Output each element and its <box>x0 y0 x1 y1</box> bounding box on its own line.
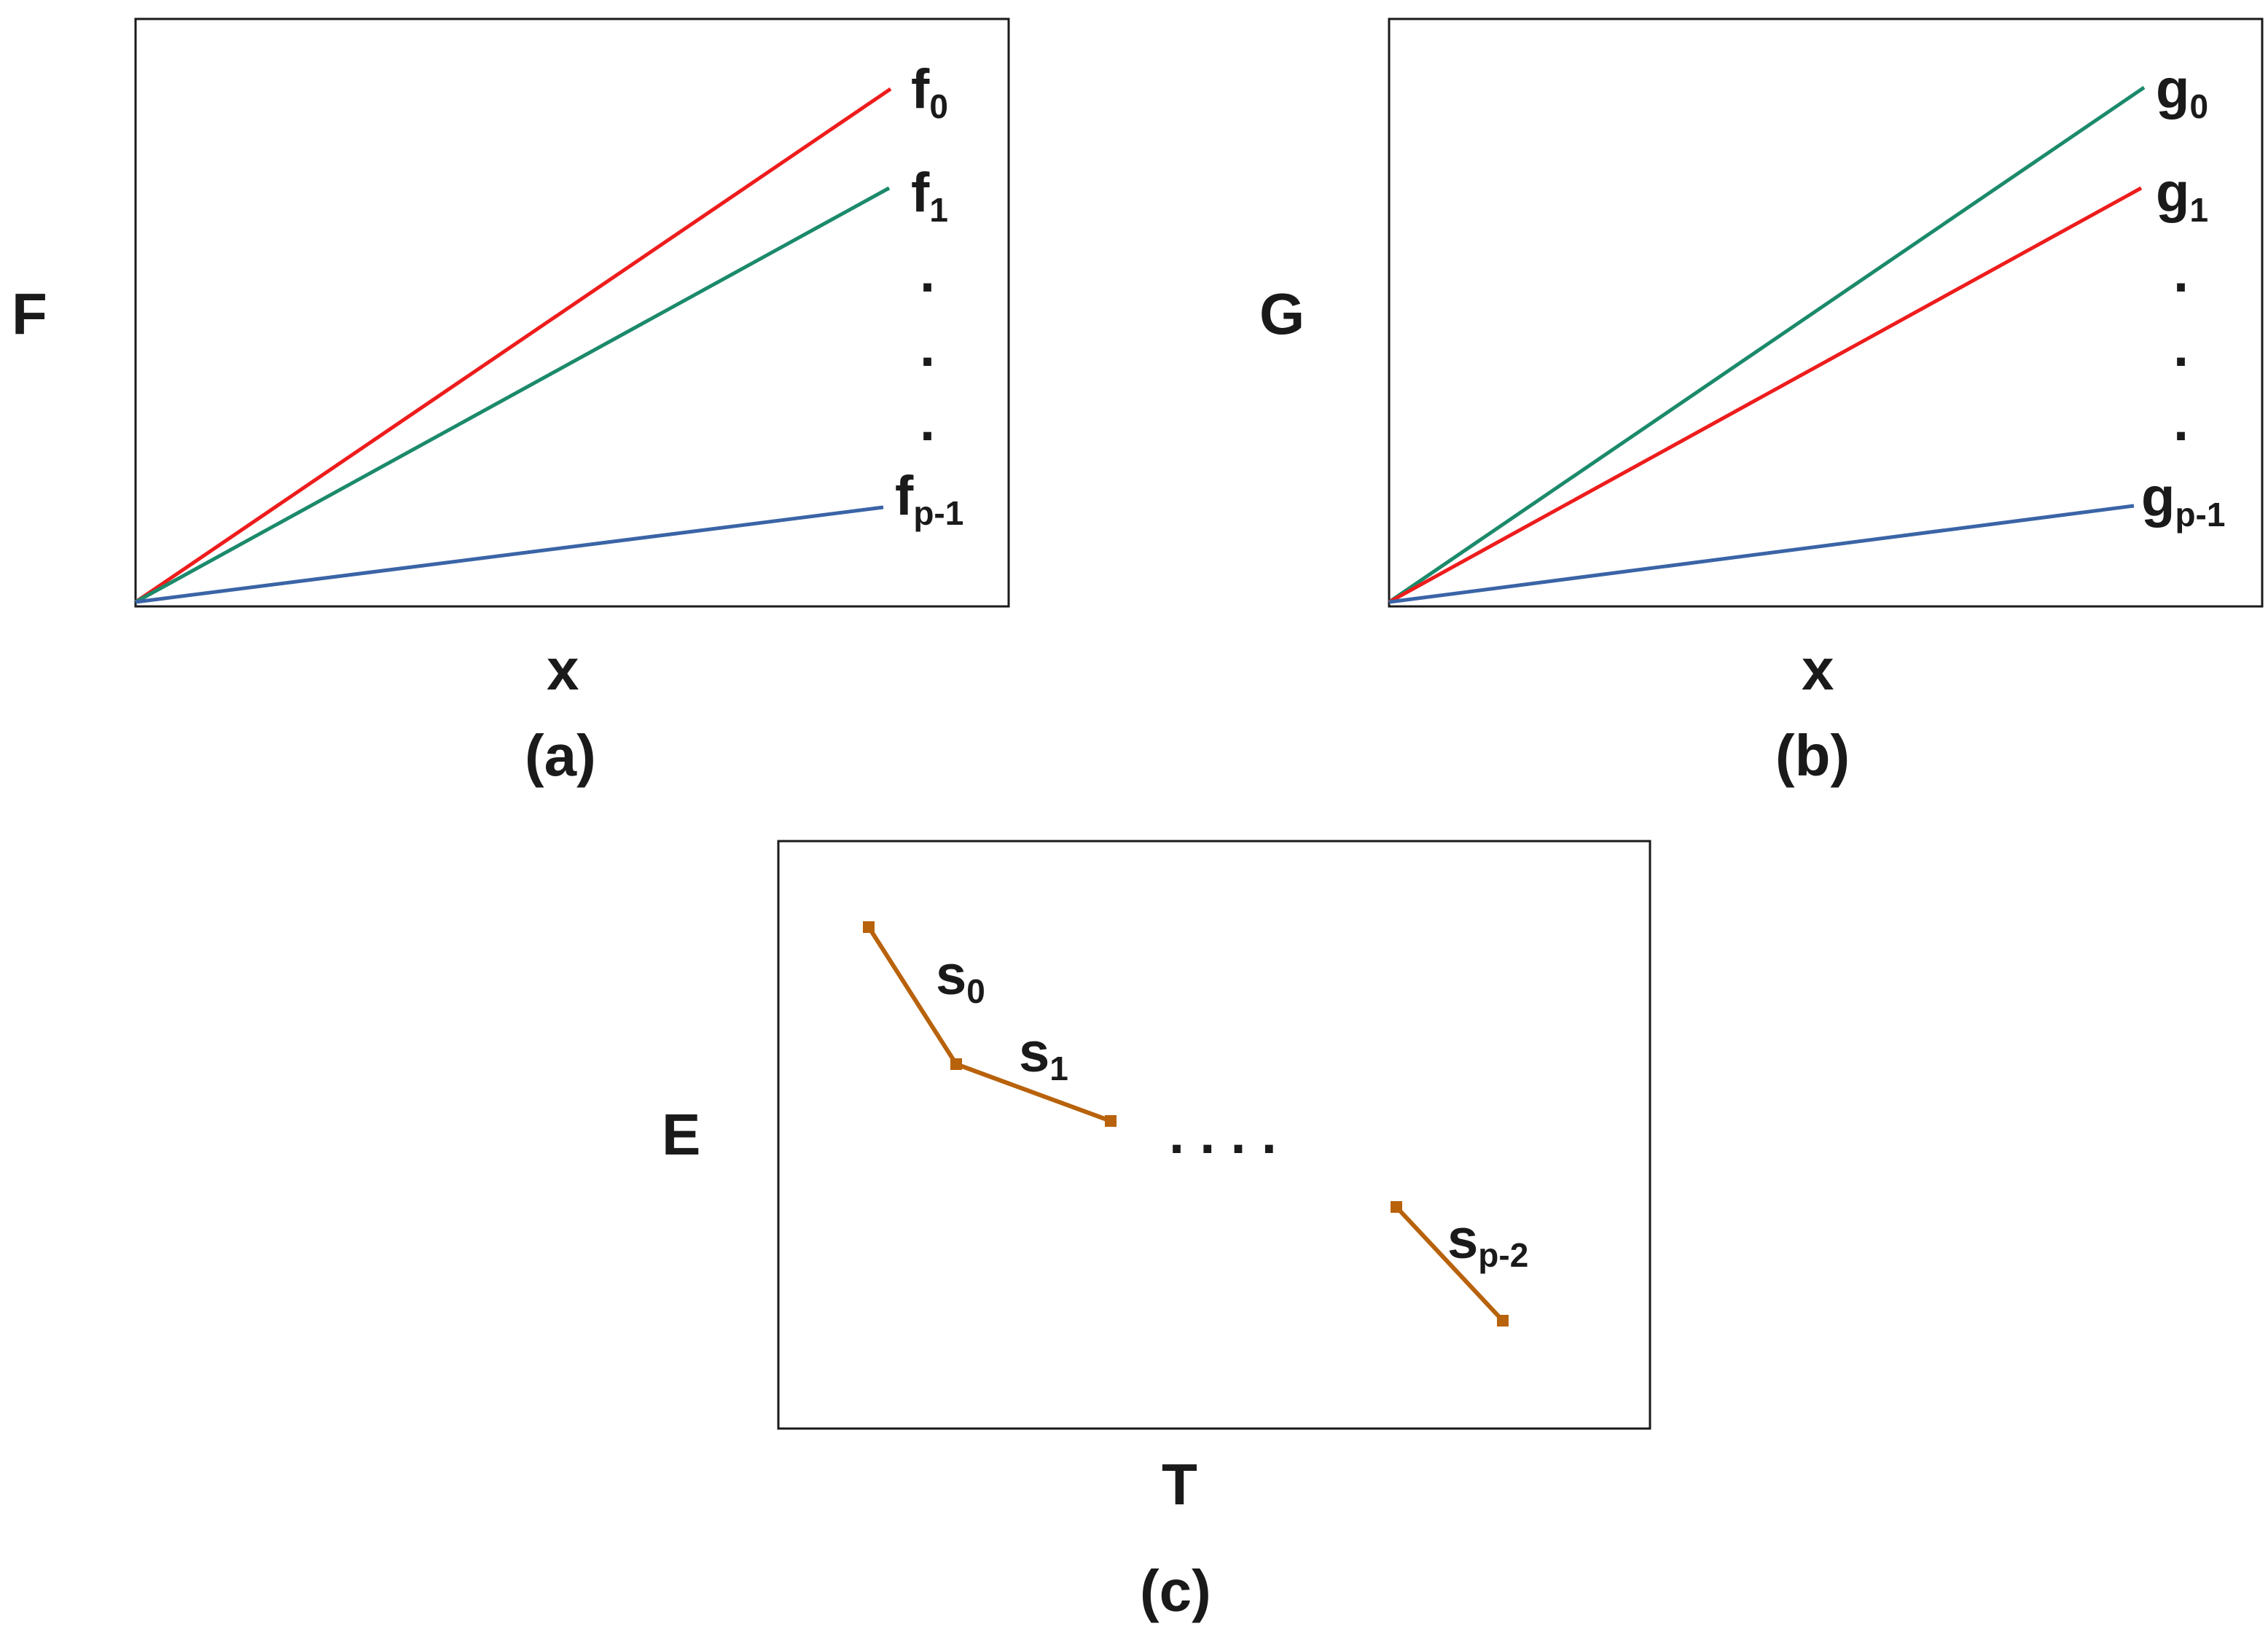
panel-c-label-s0: s0 <box>936 945 985 1010</box>
panel-a-label-f1: f1 <box>911 162 948 229</box>
panel-a-caption: (a) <box>525 723 596 788</box>
panel-c-xlabel: T <box>1162 1452 1197 1517</box>
panel-b-ylabel: G <box>1259 281 1305 346</box>
panel-b-caption: (b) <box>1775 723 1850 788</box>
panel-b-frame <box>1388 17 2264 608</box>
panel-c-label-sp-2: sp-2 <box>1447 1208 1528 1274</box>
panel-c-endpoint-marker <box>863 921 875 933</box>
panel-c-segment-s1 <box>955 1062 1112 1123</box>
panel-c-endpoint-marker <box>1391 1201 1402 1213</box>
panel-a-label-f0: f0 <box>911 58 948 125</box>
panel-c-caption: (c) <box>1140 1558 1211 1623</box>
panel-b-line-gp-1 <box>1388 504 2135 604</box>
panel-a-ellipsis-dot: . <box>920 391 935 453</box>
panel-a-frame <box>134 17 1010 608</box>
panel-b-label-gp-1: gp-1 <box>2141 466 2225 534</box>
panel-c-segment-sp-2 <box>1394 1205 1505 1323</box>
panel-c-endpoint-marker <box>950 1058 962 1070</box>
panel-b-label-g0: g0 <box>2156 58 2208 125</box>
panel-a-ellipsis-dot: . <box>920 242 935 304</box>
panel-a-ellipsis-dot: . <box>920 316 935 378</box>
panel-c-ellipsis: . . . . <box>1169 1103 1277 1165</box>
panel-b-ellipsis-dot: . <box>2173 316 2189 378</box>
panel-b-xlabel: x <box>1802 637 1834 702</box>
panel-c-label-s1: s1 <box>1019 1022 1068 1087</box>
panel-c: s0 s1 sp-2 . . . . E T (c) <box>662 840 1651 1623</box>
panel-a-label-fp-1: fp-1 <box>895 465 963 532</box>
panel-b-line-g1 <box>1388 186 2143 604</box>
panel-c-endpoint-marker <box>1105 1115 1117 1127</box>
panel-a: f0 f1 fp-1 . . . F x (a) <box>12 17 1010 788</box>
panel-b-ellipsis-dot: . <box>2173 242 2189 304</box>
panel-a-line-f1 <box>134 186 891 604</box>
panel-c-ylabel: E <box>662 1102 700 1167</box>
panel-b: g0 g1 gp-1 . . . G x (b) <box>1259 17 2264 788</box>
panel-a-line-fp-1 <box>135 505 884 604</box>
panel-b-label-g1: g1 <box>2156 162 2208 229</box>
panel-c-frame <box>777 840 1651 1430</box>
panel-b-line-g0 <box>1388 85 2146 604</box>
panel-a-line-f0 <box>134 87 892 604</box>
panel-a-xlabel: x <box>547 637 579 702</box>
panel-c-segment-s0 <box>867 926 958 1066</box>
panel-c-endpoint-marker <box>1497 1315 1509 1327</box>
panel-b-ellipsis-dot: . <box>2173 391 2189 453</box>
panel-a-ylabel: F <box>12 281 47 346</box>
